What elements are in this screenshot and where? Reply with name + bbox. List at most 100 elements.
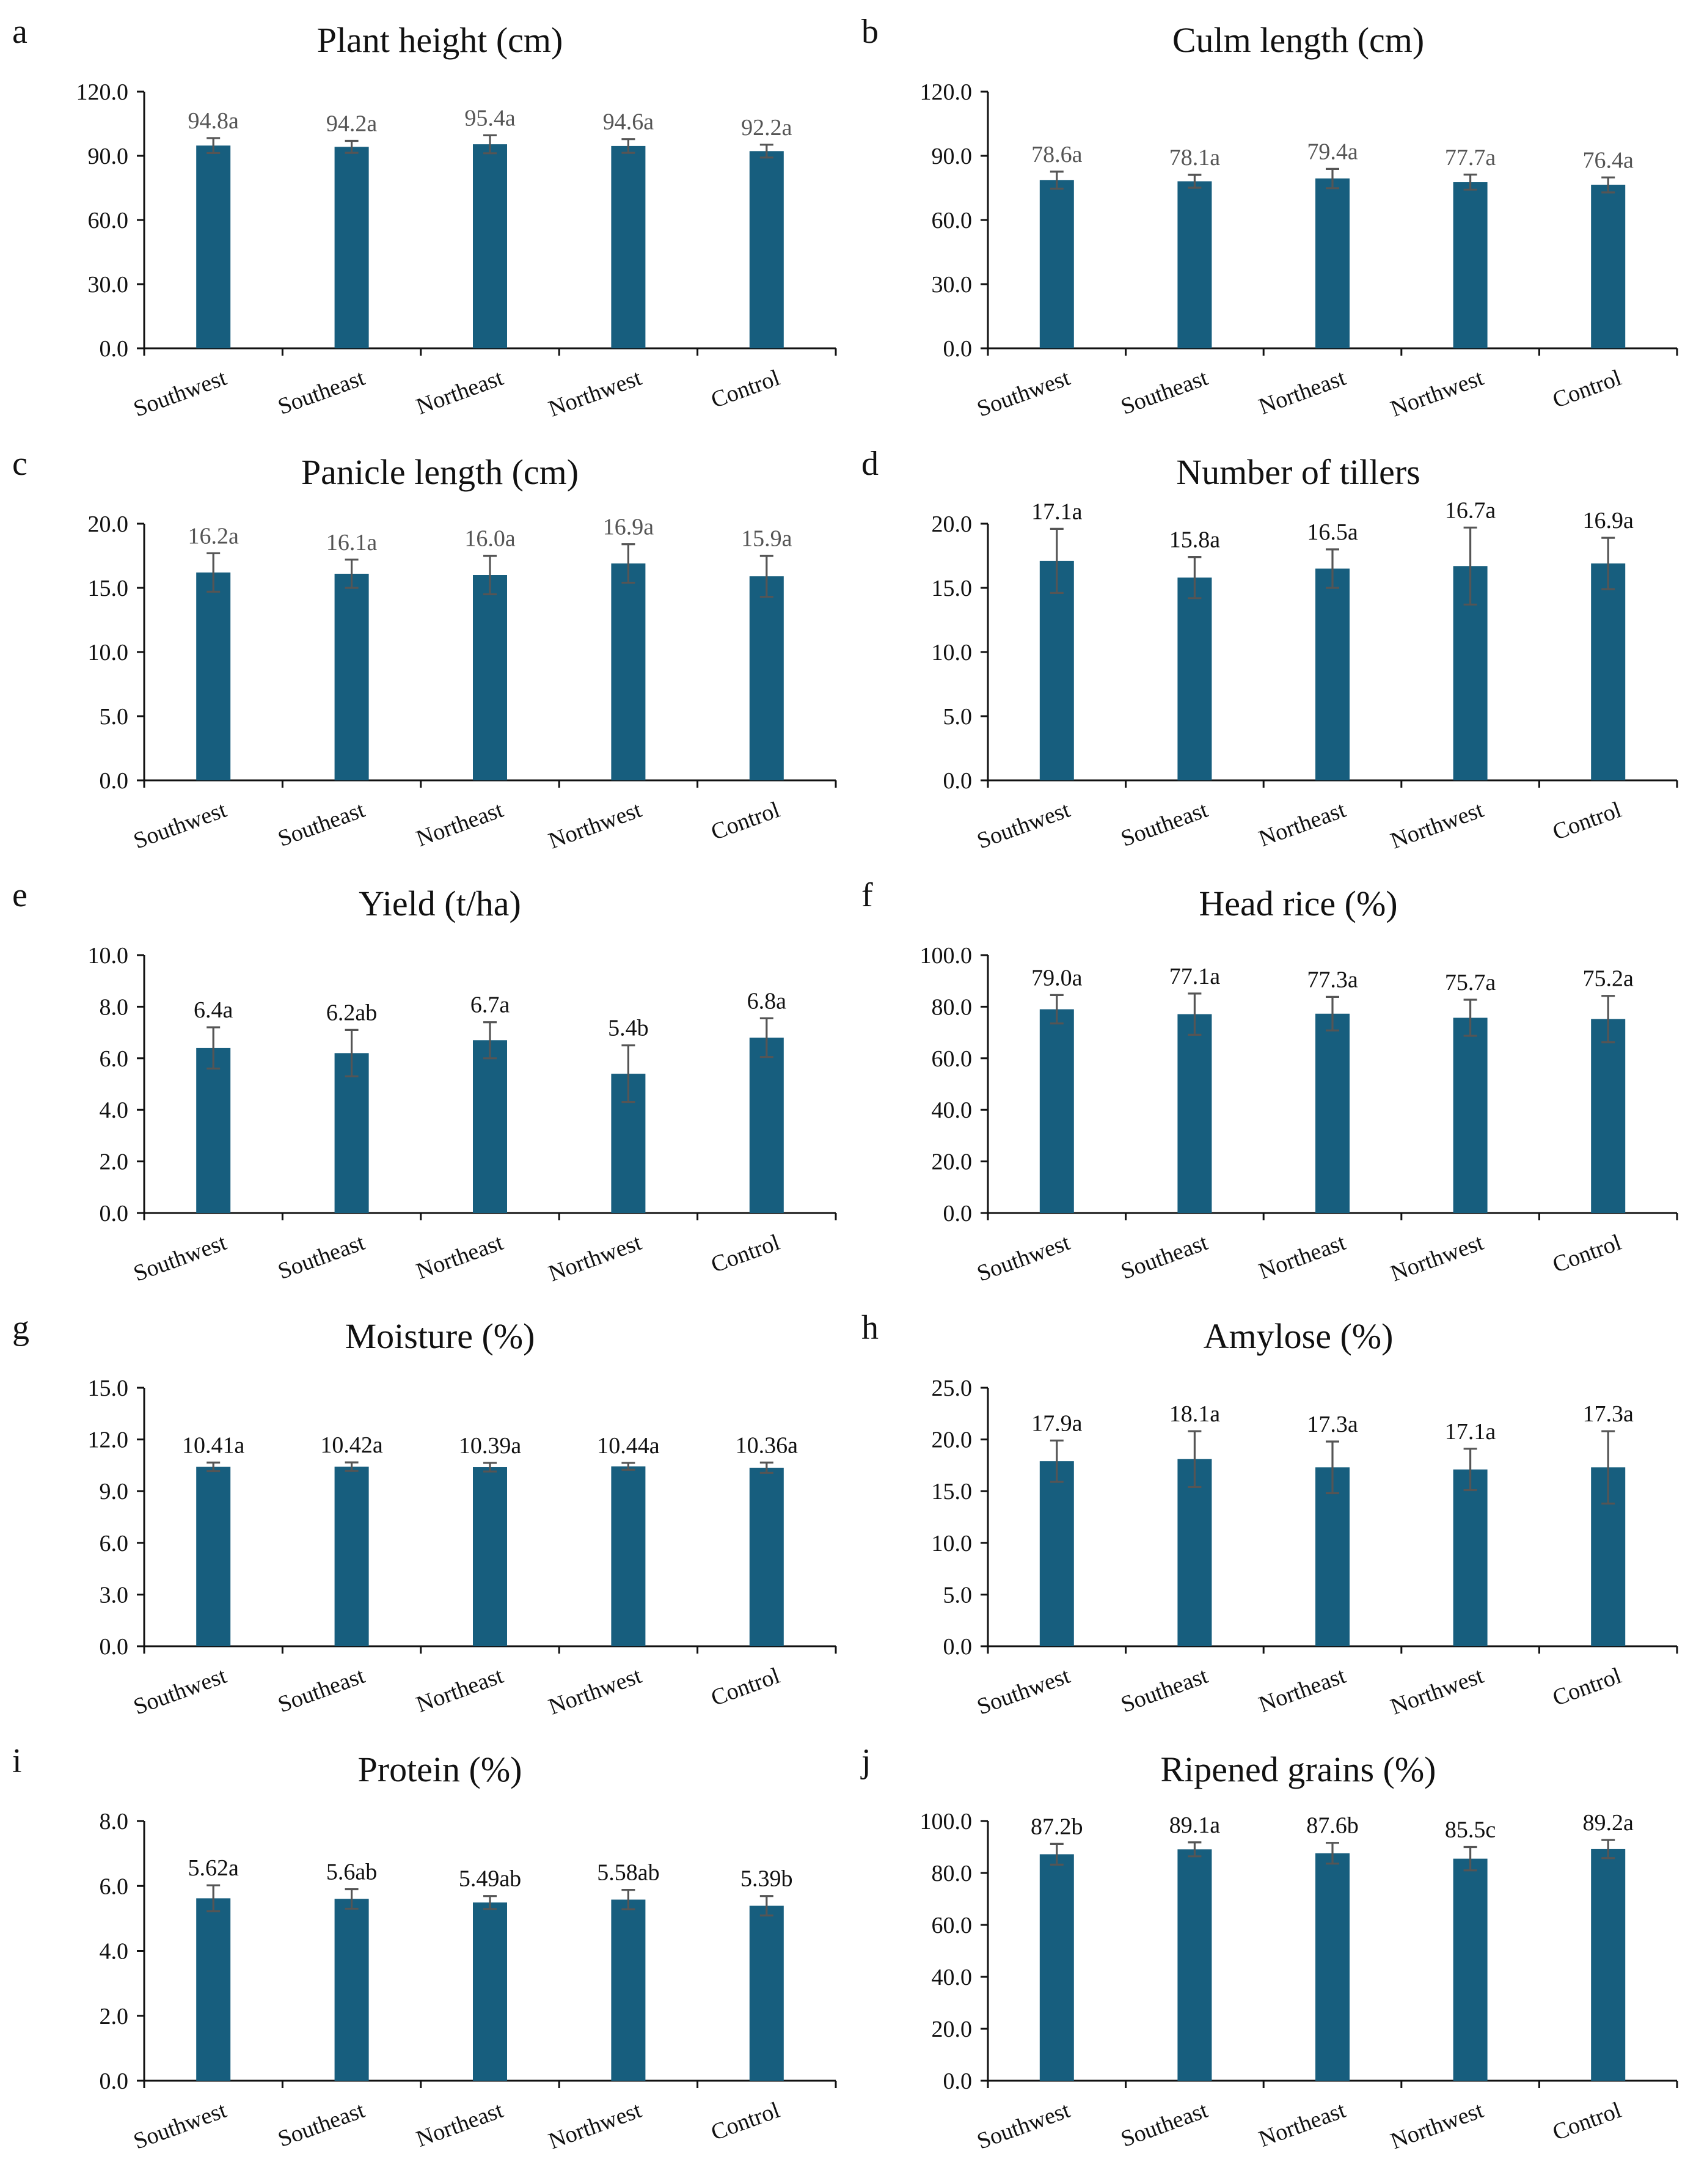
data-label: 16.5a: [1307, 519, 1358, 545]
y-tick-label: 15.0: [932, 576, 973, 601]
bar: [196, 145, 231, 348]
y-tick-label: 0.0: [100, 768, 129, 794]
bar: [1591, 1849, 1626, 2081]
data-label: 5.62a: [188, 1855, 239, 1881]
category-label: Southeast: [274, 797, 368, 852]
chart-title: Moisture (%): [345, 1316, 535, 1356]
category-label: Northeast: [413, 797, 507, 852]
category-label: Southeast: [1117, 1663, 1212, 1718]
category-label: Northwest: [545, 797, 645, 854]
data-label: 10.39a: [459, 1433, 522, 1459]
data-label: 5.4b: [608, 1016, 649, 1041]
y-tick-label: 0.0: [943, 1634, 973, 1660]
y-tick-label: 8.0: [100, 994, 129, 1020]
category-label: Northwest: [1387, 797, 1488, 854]
y-tick-label: 40.0: [932, 1097, 973, 1123]
data-label: 5.39b: [740, 1866, 793, 1892]
category-label: Southeast: [274, 365, 368, 420]
bar: [1039, 560, 1074, 780]
category-label: Southwest: [130, 2097, 230, 2155]
y-tick-label: 4.0: [100, 1097, 129, 1123]
chart-panel-g: g Moisture (%) 0.0 3.0 6.0 9.0 12.0 15.0 10.41a S…: [12, 1309, 837, 1720]
data-label: 17.1a: [1031, 499, 1083, 524]
y-tick-label: 12.0: [88, 1427, 129, 1453]
panel-letter: c: [12, 445, 27, 483]
y-tick-label: 0.0: [943, 336, 973, 362]
bar: [611, 563, 646, 780]
y-tick-label: 30.0: [88, 272, 129, 298]
chart-panel-d: d Number of tillers 0.0 5.0 10.0 15.0 20.0 17.1…: [861, 445, 1678, 854]
y-tick-label: 10.0: [932, 1531, 973, 1556]
category-label: Northwest: [1387, 365, 1488, 422]
category-label: Southwest: [974, 797, 1074, 854]
bar: [1039, 180, 1074, 348]
category-label: Southeast: [1117, 365, 1212, 420]
category-label: Southeast: [1117, 797, 1212, 852]
bar: [1453, 1017, 1488, 1213]
y-tick-label: 10.0: [88, 943, 129, 969]
panel-letter: j: [860, 1742, 871, 1780]
data-label: 6.4a: [194, 997, 233, 1023]
panel-letter: d: [861, 445, 879, 483]
category-label: Southwest: [130, 1663, 230, 1720]
bar: [1315, 1013, 1350, 1213]
bar: [1177, 1459, 1212, 1646]
chart-panel-i: i Protein (%) 0.0 2.0 4.0 6.0 8.0 5.62a Southwes…: [12, 1742, 837, 2155]
bar: [1453, 1469, 1488, 1646]
data-label: 16.7a: [1445, 497, 1496, 523]
panel-letter: f: [861, 876, 873, 914]
bar: [334, 1467, 369, 1646]
y-tick-label: 0.0: [100, 1634, 129, 1660]
data-label: 16.2a: [188, 523, 239, 549]
bar: [1039, 1854, 1074, 2081]
data-label: 87.6b: [1306, 1813, 1359, 1839]
y-tick-label: 15.0: [88, 576, 129, 601]
category-label: Southwest: [130, 797, 230, 854]
bar: [1177, 181, 1212, 348]
data-label: 16.1a: [326, 530, 378, 555]
y-tick-label: 100.0: [920, 943, 973, 969]
category-label: Southwest: [130, 365, 230, 422]
category-label: Control: [1549, 365, 1625, 413]
y-tick-label: 100.0: [920, 1809, 973, 1834]
bar: [749, 576, 784, 780]
y-tick-label: 120.0: [76, 79, 129, 105]
data-label: 94.8a: [188, 108, 239, 134]
data-label: 18.1a: [1169, 1401, 1221, 1427]
data-label: 16.9a: [1583, 508, 1634, 533]
chart-title: Number of tillers: [1176, 452, 1420, 492]
chart-title: Protein (%): [358, 1750, 522, 1789]
bar: [473, 1040, 507, 1213]
bar: [334, 147, 369, 349]
data-label: 17.1a: [1445, 1419, 1496, 1445]
chart-panel-h: h Amylose (%) 0.0 5.0 10.0 15.0 20.0 25.0 17.9a S…: [861, 1309, 1678, 1720]
y-tick-label: 15.0: [88, 1376, 129, 1401]
panel-letter: b: [861, 13, 879, 51]
chart-title: Ripened grains (%): [1161, 1750, 1436, 1789]
y-tick-label: 5.0: [943, 704, 973, 730]
category-label: Northeast: [1256, 797, 1350, 852]
y-tick-label: 0.0: [100, 2069, 129, 2094]
data-label: 5.58ab: [597, 1860, 659, 1886]
bar: [473, 1467, 507, 1646]
category-label: Control: [1549, 797, 1625, 845]
category-label: Northeast: [413, 1663, 507, 1718]
bar: [1453, 182, 1488, 348]
data-label: 77.3a: [1307, 967, 1358, 992]
bar: [1315, 178, 1350, 348]
category-label: Southeast: [1117, 2097, 1212, 2152]
bar: [1177, 577, 1212, 780]
data-label: 15.9a: [741, 526, 792, 552]
data-label: 17.9a: [1031, 1410, 1083, 1436]
data-label: 79.0a: [1031, 965, 1083, 991]
y-tick-label: 9.0: [100, 1479, 129, 1504]
bar: [1315, 1467, 1350, 1646]
y-tick-label: 20.0: [932, 511, 973, 537]
bar: [749, 1038, 784, 1213]
y-tick-label: 60.0: [932, 1046, 973, 1072]
bar: [473, 575, 507, 780]
data-label: 16.9a: [603, 515, 654, 540]
category-label: Northeast: [1256, 1663, 1350, 1718]
data-label: 6.2ab: [326, 1000, 377, 1025]
chart-title: Panicle length (cm): [301, 452, 579, 492]
